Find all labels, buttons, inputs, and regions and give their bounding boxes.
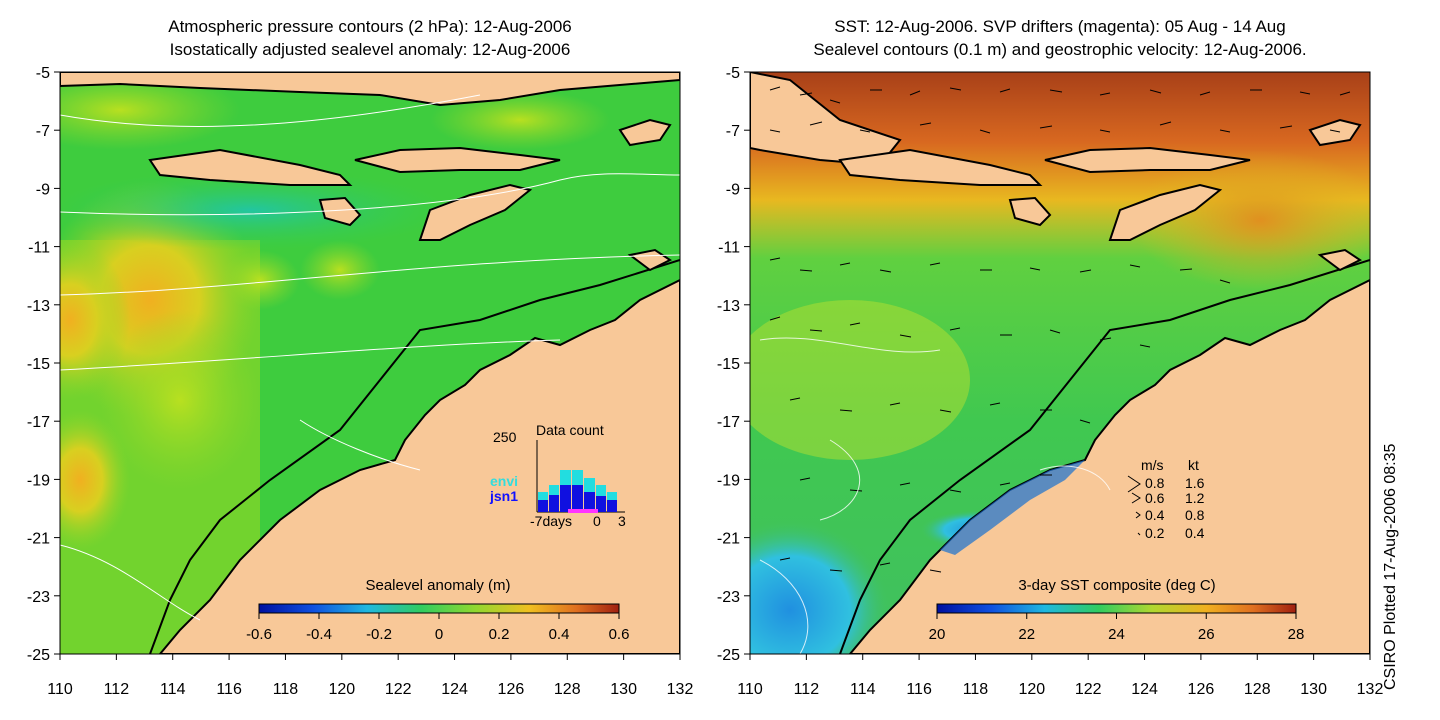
- right-sealevel-contours: [759, 337, 1111, 654]
- left-data-count-inset: 250 Data count envi jsn1 -7days 0 3: [489, 422, 626, 529]
- velocity-legend-row1-kt: 1.6: [1185, 475, 1205, 491]
- left-200m-isobath: [149, 259, 680, 654]
- velocity-legend-row3-ms: 0.4: [1145, 507, 1165, 523]
- velocity-legend-header-ms: m/s: [1141, 457, 1164, 473]
- right-islands: [750, 72, 1362, 272]
- inset-x-label-start: -7days: [530, 513, 572, 529]
- right-title-line1: SST: 12-Aug-2006. SVP drifters (magenta)…: [834, 17, 1286, 36]
- left-map-panel: 250 Data count envi jsn1 -7days 0 3: [59, 71, 681, 655]
- velocity-legend-header-kt: kt: [1188, 457, 1199, 473]
- inset-legend-envi: envi: [490, 473, 518, 489]
- right-australia-land: [848, 278, 1370, 654]
- velocity-legend-row4-kt: 0.4: [1185, 525, 1205, 541]
- inset-x-label-end: 3: [618, 513, 626, 529]
- right-velocity-arrows: [769, 86, 1351, 573]
- right-map-panel: m/s kt 0.8 1.6 0.6 1.2 0.4 0.8 0.2 0.4: [749, 71, 1371, 655]
- inset-x-label-zero: 0: [593, 513, 601, 529]
- plot-credit: CSIRO Plotted 17-Aug-2006 08:35: [1382, 443, 1399, 690]
- velocity-legend-row4-ms: 0.2: [1145, 525, 1165, 541]
- left-pressure-contours: [60, 94, 680, 621]
- velocity-legend: m/s kt 0.8 1.6 0.6 1.2 0.4 0.8 0.2 0.4: [1127, 457, 1205, 541]
- left-title-line2: Isostatically adjusted sealevel anomaly:…: [169, 40, 571, 59]
- left-australia-land: [158, 278, 680, 654]
- velocity-legend-row2-ms: 0.6: [1145, 490, 1165, 506]
- right-title-line2: Sealevel contours (0.1 m) and geostrophi…: [813, 40, 1307, 59]
- inset-legend-jsn1: jsn1: [489, 488, 518, 504]
- right-map-field: [750, 72, 1370, 654]
- right-200m-isobath: [839, 259, 1370, 654]
- left-islands: [60, 72, 680, 272]
- inset-y-tick: 250: [493, 429, 517, 445]
- velocity-legend-row1-ms: 0.8: [1145, 475, 1165, 491]
- right-coastal-blue: [940, 460, 1085, 555]
- velocity-legend-row2-kt: 1.2: [1185, 490, 1205, 506]
- left-map-field: [60, 72, 680, 654]
- left-title-line1: Atmospheric pressure contours (2 hPa): 1…: [168, 17, 572, 36]
- inset-title: Data count: [536, 422, 604, 438]
- velocity-legend-row3-kt: 0.8: [1185, 507, 1205, 523]
